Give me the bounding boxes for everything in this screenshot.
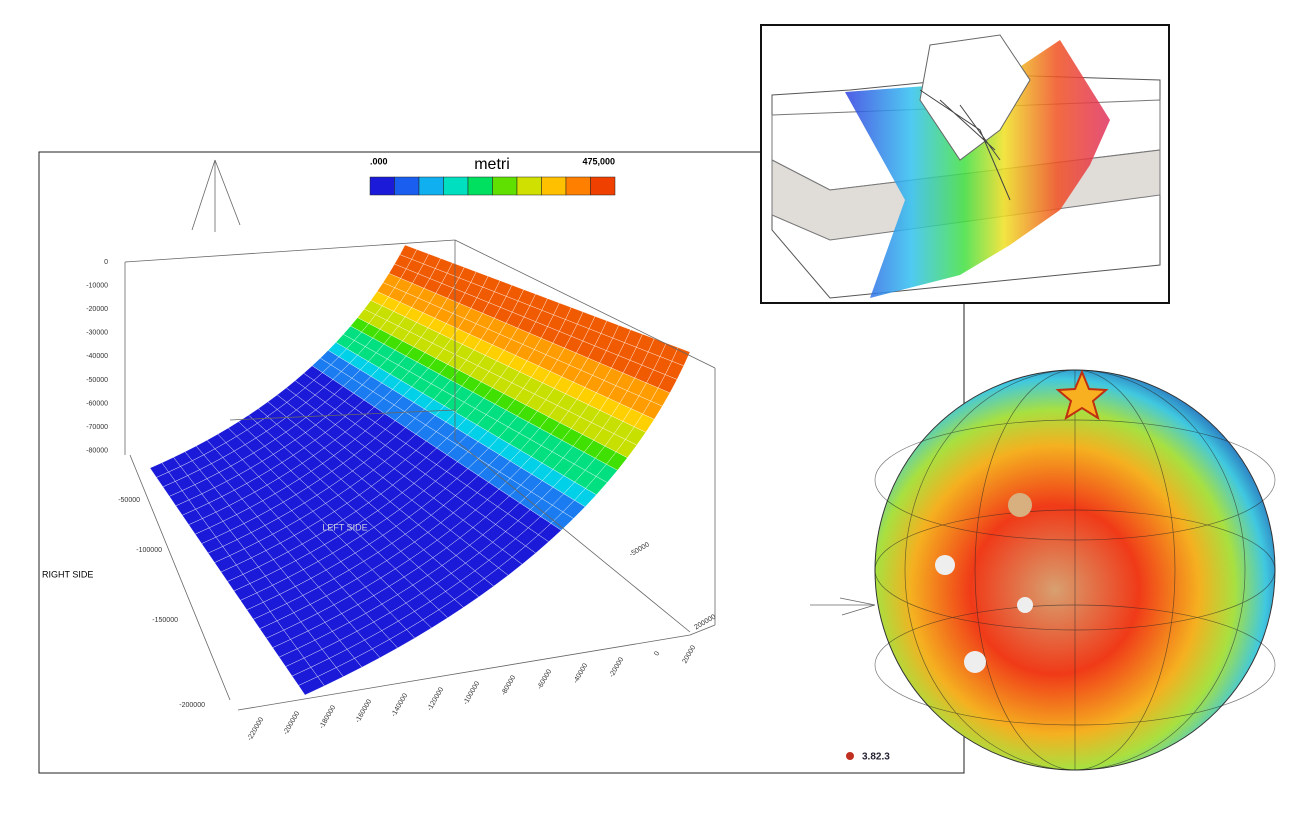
colorbar-cell	[418, 176, 444, 196]
right-side-label: RIGHT SIDE	[42, 569, 93, 579]
vertical-tick-label: -60000	[86, 400, 108, 407]
depth-tick-label: -200000	[179, 702, 205, 709]
colorbar-cell	[467, 176, 493, 196]
colorbar-cell	[541, 176, 567, 196]
colorbar-cell	[443, 176, 469, 196]
version: 3.82.3	[862, 752, 890, 763]
colorbar-max: 475,000	[582, 156, 615, 166]
wireframe	[124, 159, 876, 711]
colorbar-unit: metri	[474, 156, 510, 173]
colorbar	[369, 176, 616, 196]
depth-tick-label: -100000	[136, 547, 162, 554]
block-diagram	[760, 24, 1170, 304]
depth-tick-label: -150000	[152, 617, 178, 624]
depth-tick-label: -50000	[118, 497, 140, 504]
colorbar-cell	[516, 176, 542, 196]
vertical-tick-label: -70000	[86, 424, 108, 431]
colorbar-cell	[394, 176, 420, 196]
colorbar-cell	[369, 176, 395, 196]
colorbar-cell	[565, 176, 591, 196]
vertical-tick-label: -10000	[86, 282, 108, 289]
colorbar-min: .000	[370, 156, 388, 166]
colorbar-cell	[590, 176, 616, 196]
vertical-tick-label: -20000	[86, 306, 108, 313]
bottom-tick-label: 0	[653, 650, 661, 657]
vertical-tick-label: -80000	[86, 448, 108, 455]
left-side-label: LEFT SIDE	[322, 522, 367, 532]
globe	[874, 369, 1276, 771]
vertical-tick-label: -40000	[86, 353, 108, 360]
surface-cell	[671, 347, 691, 367]
vertical-tick-label: -30000	[86, 330, 108, 337]
version-icon	[846, 752, 854, 760]
surface	[149, 244, 691, 696]
vertical-tick-label: -50000	[86, 377, 108, 384]
vertical-tick-label: 0	[104, 259, 108, 266]
colorbar-cell	[492, 176, 518, 196]
